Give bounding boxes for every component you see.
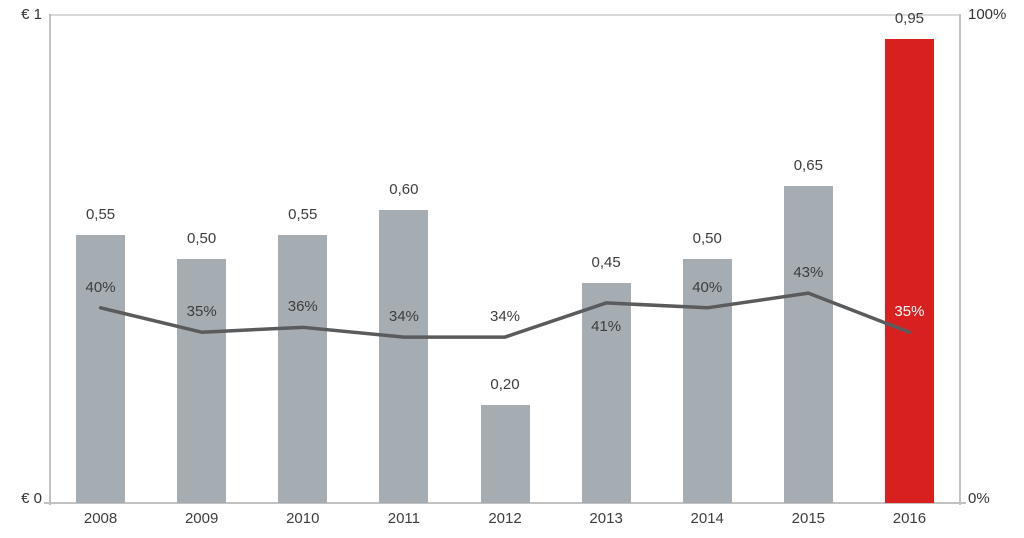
bar-value-label: 0,20 bbox=[490, 376, 520, 394]
bar-value-label: 0,45 bbox=[591, 254, 621, 272]
left-axis-top-label: € 1 bbox=[21, 6, 42, 23]
bar-value-label: 0,60 bbox=[389, 181, 419, 199]
bar-2009 bbox=[177, 259, 227, 503]
line-point-label: 41% bbox=[591, 317, 622, 335]
bar-value-label: 0,55 bbox=[85, 205, 116, 223]
bar-2010 bbox=[278, 234, 328, 503]
line-point-label: 36% bbox=[287, 298, 318, 316]
bar-value-label: 0,95 bbox=[894, 10, 925, 28]
left-axis-line bbox=[49, 14, 51, 505]
bar-2013 bbox=[581, 283, 631, 503]
bar-value-label: 0,50 bbox=[187, 230, 217, 247]
bar-2015 bbox=[783, 185, 833, 503]
x-axis-label-2016: 2016 bbox=[892, 510, 927, 527]
bar-2016 bbox=[884, 39, 934, 503]
bar-value-label: 0,55 bbox=[288, 205, 318, 223]
x-axis-label-2010: 2010 bbox=[286, 510, 320, 527]
line-point-label: 35% bbox=[186, 303, 217, 321]
line-point-label: 43% bbox=[793, 264, 824, 282]
x-axis-label-2015: 2015 bbox=[791, 510, 826, 527]
x-axis-label-2013: 2013 bbox=[589, 510, 623, 527]
bar-2011 bbox=[379, 210, 429, 503]
x-axis-label-2009: 2009 bbox=[184, 510, 219, 527]
line-point-label: 40% bbox=[692, 278, 723, 296]
x-axis-label-2014: 2014 bbox=[690, 510, 724, 527]
line-point-label: 40% bbox=[85, 278, 116, 296]
right-axis-line bbox=[959, 14, 961, 505]
top-gridline bbox=[50, 14, 960, 16]
bar-2008 bbox=[76, 234, 126, 503]
bar-2012 bbox=[480, 405, 530, 503]
left-axis-bottom-label: € 0 bbox=[21, 490, 42, 507]
line-point-label: 34% bbox=[388, 308, 419, 326]
x-axis-label-2008: 2008 bbox=[83, 510, 118, 527]
line-point-label: 35% bbox=[894, 303, 925, 321]
x-axis-label-2012: 2012 bbox=[488, 510, 522, 527]
x-axis-label-2011: 2011 bbox=[387, 510, 420, 527]
line-point-label: 34% bbox=[489, 308, 521, 326]
bar-value-label: 0,65 bbox=[793, 156, 823, 174]
right-axis-bottom-label: 0% bbox=[968, 490, 990, 507]
right-axis-top-label: 100% bbox=[968, 6, 1007, 23]
x-axis-line bbox=[44, 502, 966, 504]
bar-value-label: 0,50 bbox=[692, 230, 722, 247]
